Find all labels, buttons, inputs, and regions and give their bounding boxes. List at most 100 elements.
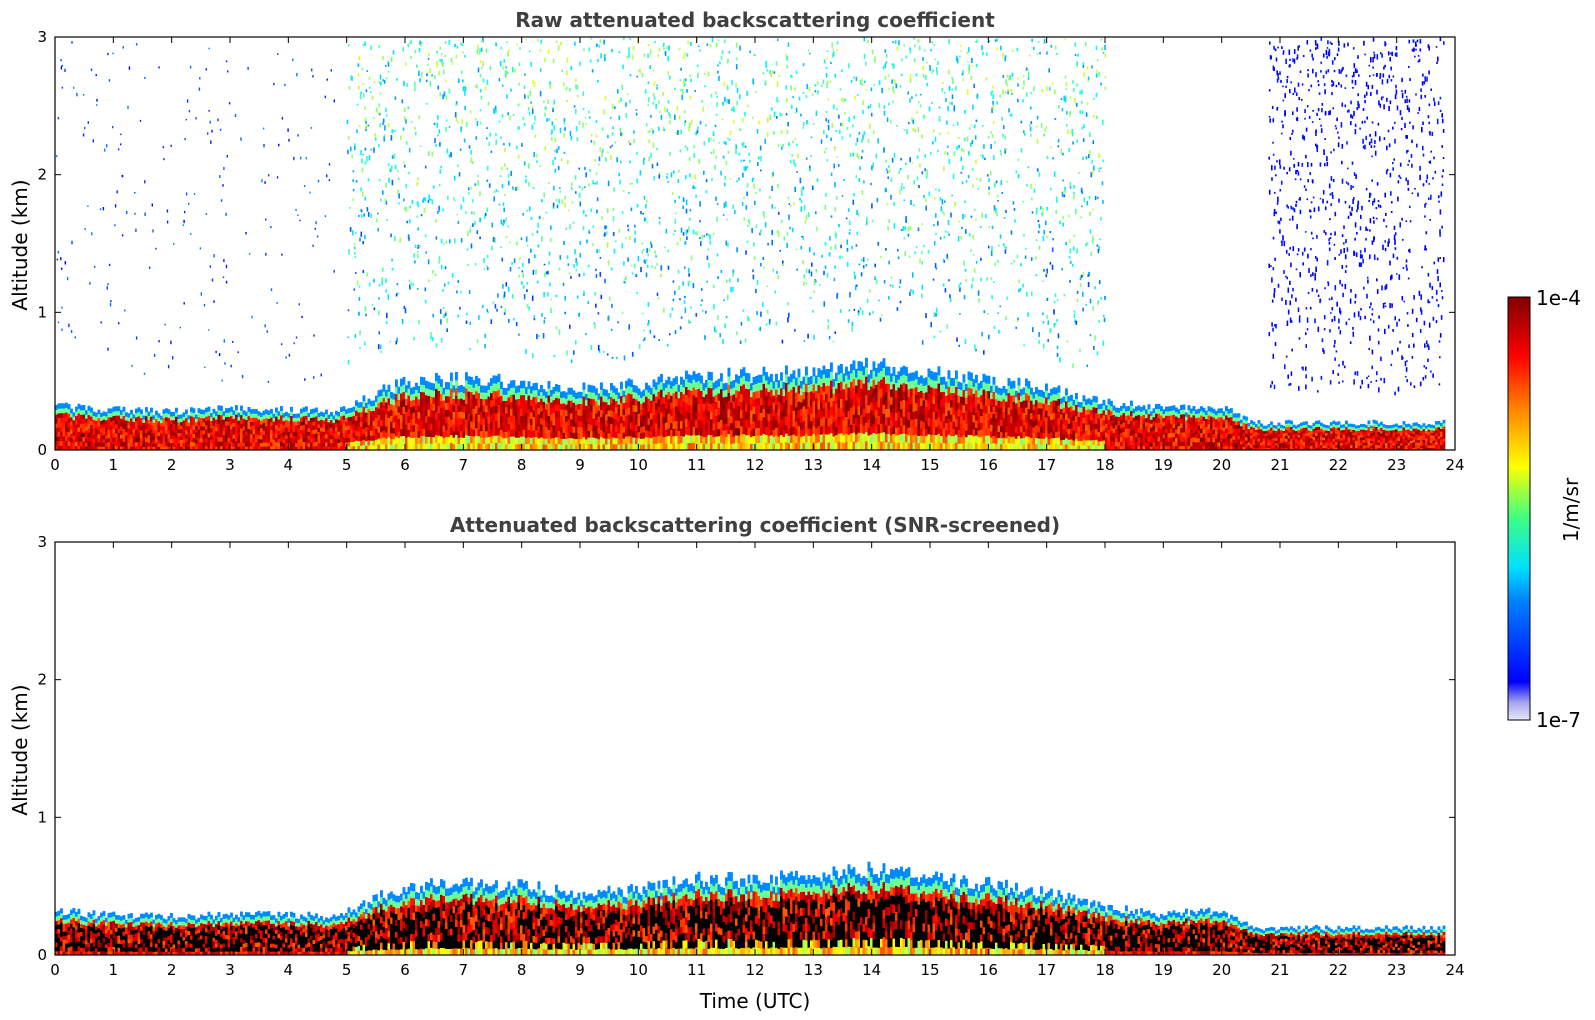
heatmap-cell [1045, 423, 1048, 431]
heatmap-cell [435, 411, 438, 420]
heatmap-cell [322, 427, 326, 432]
heatmap-cell [252, 433, 256, 439]
heatmap-cell [765, 395, 768, 404]
heatmap-cell [355, 420, 358, 426]
heatmap-cell [1155, 417, 1158, 423]
heatmap-cell [500, 436, 503, 444]
heatmap-cell [1262, 430, 1266, 434]
heatmap-cell [487, 409, 491, 417]
heatmap-cell [1117, 412, 1121, 417]
heatmap-cell [710, 395, 713, 404]
heatmap-cell [647, 437, 651, 445]
heatmap-cell [160, 432, 163, 437]
heatmap-cell [120, 414, 123, 419]
heatmap-cell [410, 431, 413, 439]
heatmap-cell [510, 408, 513, 416]
heatmap-cell [107, 416, 111, 422]
heatmap-cell [1145, 417, 1148, 423]
heatmap-cell [617, 427, 621, 434]
heatmap-cell [582, 389, 586, 397]
heatmap-cell [480, 398, 483, 406]
heatmap-cell [427, 388, 431, 396]
heatmap-cell [482, 430, 486, 438]
heatmap-cell [510, 380, 513, 389]
heatmap-cell [1197, 429, 1201, 435]
heatmap-cell [167, 421, 171, 427]
heatmap-cell [465, 442, 468, 450]
heatmap-cell [1210, 445, 1213, 450]
heatmap-cell [257, 422, 261, 428]
heatmap-cell [960, 416, 963, 424]
heatmap-cell [915, 386, 918, 396]
heatmap-cell [377, 432, 381, 439]
heatmap-cell [605, 444, 608, 450]
heatmap-cell [1227, 413, 1231, 418]
heatmap-cell [447, 436, 451, 444]
heatmap-cell [205, 441, 208, 447]
heatmap-cell [200, 425, 203, 431]
heatmap-cell [1230, 412, 1233, 418]
heatmap-cell [517, 385, 521, 393]
heatmap-cell [597, 399, 601, 406]
heatmap-cell [475, 398, 478, 407]
heatmap-cell [187, 425, 191, 430]
heatmap-cell [415, 389, 418, 397]
heatmap-cell [267, 442, 271, 447]
heatmap-cell [652, 435, 656, 444]
heatmap-cell [822, 433, 826, 443]
heatmap-cell [305, 428, 308, 434]
heatmap-cell [547, 436, 551, 444]
heatmap-cell [1215, 426, 1218, 431]
heatmap-cell [1180, 418, 1183, 424]
heatmap-cell [435, 380, 438, 389]
heatmap-cell [672, 392, 676, 401]
heatmap-cell [605, 401, 608, 409]
heatmap-cell [700, 375, 703, 384]
heatmap-cell [1172, 445, 1176, 450]
heatmap-cell [507, 383, 511, 391]
heatmap-cell [167, 445, 171, 450]
heatmap-cell [732, 380, 736, 388]
heatmap-cell [300, 408, 303, 414]
heatmap-cell [117, 445, 121, 450]
heatmap-cell [135, 408, 138, 414]
heatmap-cell [632, 424, 636, 432]
heatmap-cell [485, 385, 488, 393]
heatmap-cell [1060, 418, 1063, 425]
heatmap-cell [345, 413, 348, 419]
heatmap-cell [522, 401, 526, 409]
heatmap-cell [385, 389, 388, 397]
heatmap-cell [1115, 437, 1118, 443]
heatmap-cell [242, 426, 246, 431]
heatmap-cell [825, 393, 828, 403]
heatmap-cell [1065, 394, 1068, 402]
heatmap-cell [1250, 435, 1253, 439]
heatmap-cell [727, 384, 731, 393]
heatmap-cell [1242, 415, 1246, 420]
heatmap-cell [517, 430, 521, 438]
heatmap-cell [682, 442, 686, 450]
heatmap-cell [102, 446, 106, 450]
heatmap-cell [492, 390, 496, 399]
heatmap-cell [660, 389, 663, 398]
heatmap-cell [405, 391, 408, 399]
heatmap-cell [387, 430, 391, 438]
heatmap-cell [362, 422, 366, 429]
heatmap-cell [1162, 425, 1166, 431]
heatmap-cell [245, 446, 248, 450]
heatmap-cell [230, 445, 233, 450]
heatmap-cell [535, 402, 538, 411]
heatmap-cell [375, 439, 378, 446]
heatmap-cell [1030, 406, 1033, 414]
heatmap-cell [797, 409, 801, 418]
heatmap-cell [1227, 409, 1231, 414]
heatmap-cell [67, 440, 71, 446]
heatmap-cell [415, 402, 418, 411]
heatmap-cell [1087, 424, 1091, 430]
heatmap-cell [975, 427, 978, 436]
heatmap-cell [1225, 436, 1228, 442]
heatmap-cell [650, 431, 653, 439]
heatmap-cell [317, 431, 321, 436]
heatmap-cell [1197, 445, 1201, 450]
heatmap-cell [590, 424, 593, 432]
